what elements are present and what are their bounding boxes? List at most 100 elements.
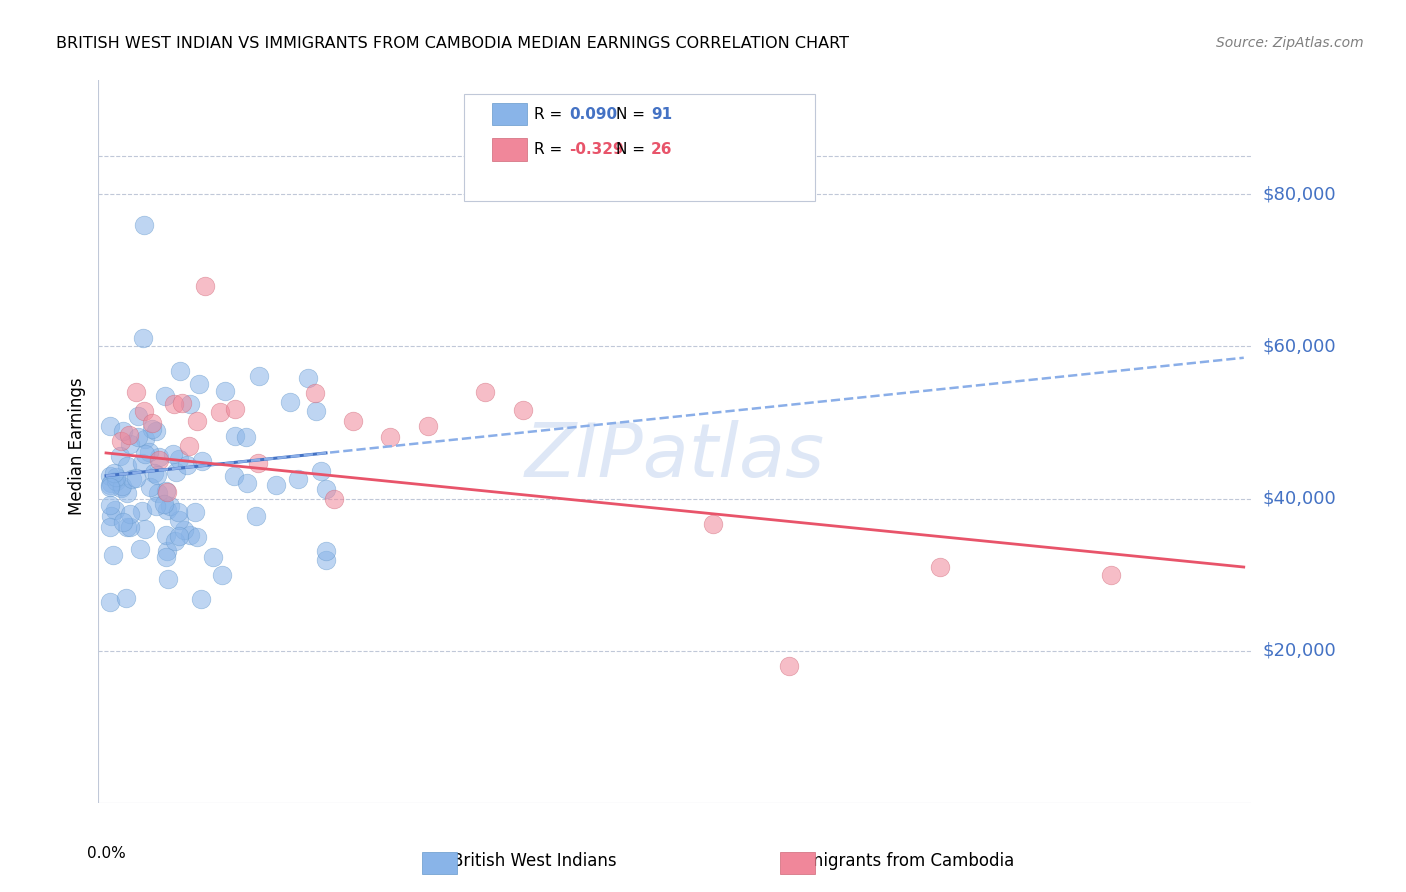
British West Indians (121, 472, 143, 486)
Text: 0.0%: 0.0% (87, 847, 125, 861)
British West Indians (111, 479, 134, 493)
British West Indians (115, 486, 138, 500)
British West Indians (190, 591, 212, 606)
British West Indians (100, 508, 122, 523)
Immigrants from Cambodia (208, 404, 231, 418)
British West Indians (104, 475, 127, 489)
British West Indians (165, 533, 187, 548)
British West Indians (266, 478, 288, 492)
British West Indians (309, 464, 332, 478)
Immigrants from Cambodia (156, 484, 179, 499)
Text: N =: N = (616, 143, 645, 157)
British West Indians (224, 429, 246, 443)
British West Indians (98, 498, 121, 512)
British West Indians (132, 331, 155, 345)
Immigrants from Cambodia (702, 517, 724, 532)
Immigrants from Cambodia (163, 396, 186, 410)
British West Indians (315, 544, 337, 558)
Text: 0.090: 0.090 (569, 107, 617, 121)
British West Indians (132, 218, 155, 232)
Text: -0.329: -0.329 (569, 143, 624, 157)
British West Indians (186, 530, 208, 544)
Immigrants from Cambodia (179, 439, 201, 453)
British West Indians (139, 480, 162, 494)
Immigrants from Cambodia (148, 453, 170, 467)
British West Indians (134, 522, 156, 536)
British West Indians (155, 389, 177, 403)
Text: 26: 26 (651, 143, 672, 157)
British West Indians (184, 505, 207, 519)
Immigrants from Cambodia (194, 278, 217, 293)
British West Indians (98, 520, 121, 534)
Text: BRITISH WEST INDIAN VS IMMIGRANTS FROM CAMBODIA MEDIAN EARNINGS CORRELATION CHAR: BRITISH WEST INDIAN VS IMMIGRANTS FROM C… (56, 36, 849, 51)
British West Indians (211, 567, 233, 582)
British West Indians (112, 424, 135, 438)
British West Indians (155, 528, 177, 542)
Immigrants from Cambodia (170, 396, 193, 410)
British West Indians (179, 396, 201, 410)
British West Indians (169, 364, 191, 378)
British West Indians (278, 395, 301, 409)
British West Indians (98, 478, 121, 492)
Text: N =: N = (616, 107, 645, 121)
British West Indians (131, 456, 153, 470)
British West Indians (146, 486, 169, 500)
Text: $20,000: $20,000 (1263, 641, 1336, 660)
Immigrants from Cambodia (246, 456, 269, 470)
British West Indians (120, 520, 142, 534)
British West Indians (148, 450, 170, 465)
British West Indians (167, 528, 190, 542)
British West Indians (305, 404, 328, 418)
British West Indians (127, 430, 149, 444)
British West Indians (110, 481, 132, 495)
British West Indians (115, 459, 138, 474)
British West Indians (146, 467, 169, 482)
Immigrants from Cambodia (929, 560, 952, 574)
British West Indians (111, 516, 134, 530)
British West Indians (155, 483, 177, 498)
British West Indians (162, 447, 184, 461)
British West Indians (101, 549, 124, 563)
British West Indians (108, 449, 131, 463)
Text: British West Indians: British West Indians (451, 852, 617, 870)
British West Indians (167, 513, 190, 527)
British West Indians (156, 503, 179, 517)
British West Indians (98, 595, 121, 609)
British West Indians (103, 466, 125, 480)
British West Indians (235, 430, 257, 444)
British West Indians (191, 454, 214, 468)
British West Indians (98, 468, 121, 483)
Immigrants from Cambodia (474, 384, 496, 399)
British West Indians (138, 445, 160, 459)
British West Indians (143, 466, 166, 480)
Text: $60,000: $60,000 (1263, 337, 1336, 356)
British West Indians (131, 504, 153, 518)
British West Indians (167, 505, 190, 519)
British West Indians (159, 500, 181, 514)
British West Indians (100, 475, 122, 490)
British West Indians (152, 497, 174, 511)
Immigrants from Cambodia (380, 430, 402, 444)
British West Indians (315, 482, 337, 496)
Text: R =: R = (534, 107, 562, 121)
Immigrants from Cambodia (304, 385, 326, 400)
Immigrants from Cambodia (132, 404, 155, 418)
British West Indians (134, 447, 156, 461)
British West Indians (98, 480, 121, 494)
British West Indians (202, 549, 225, 564)
Text: Source: ZipAtlas.com: Source: ZipAtlas.com (1216, 36, 1364, 50)
British West Indians (297, 371, 319, 385)
Text: R =: R = (534, 143, 562, 157)
British West Indians (169, 451, 191, 466)
Text: 91: 91 (651, 107, 672, 121)
British West Indians (117, 520, 139, 534)
Text: $40,000: $40,000 (1263, 490, 1336, 508)
Immigrants from Cambodia (418, 418, 440, 433)
British West Indians (188, 376, 211, 391)
British West Indians (287, 472, 309, 486)
Immigrants from Cambodia (224, 402, 246, 417)
British West Indians (245, 509, 267, 524)
British West Indians (145, 500, 167, 514)
Immigrants from Cambodia (322, 492, 344, 507)
Immigrants from Cambodia (186, 414, 208, 428)
